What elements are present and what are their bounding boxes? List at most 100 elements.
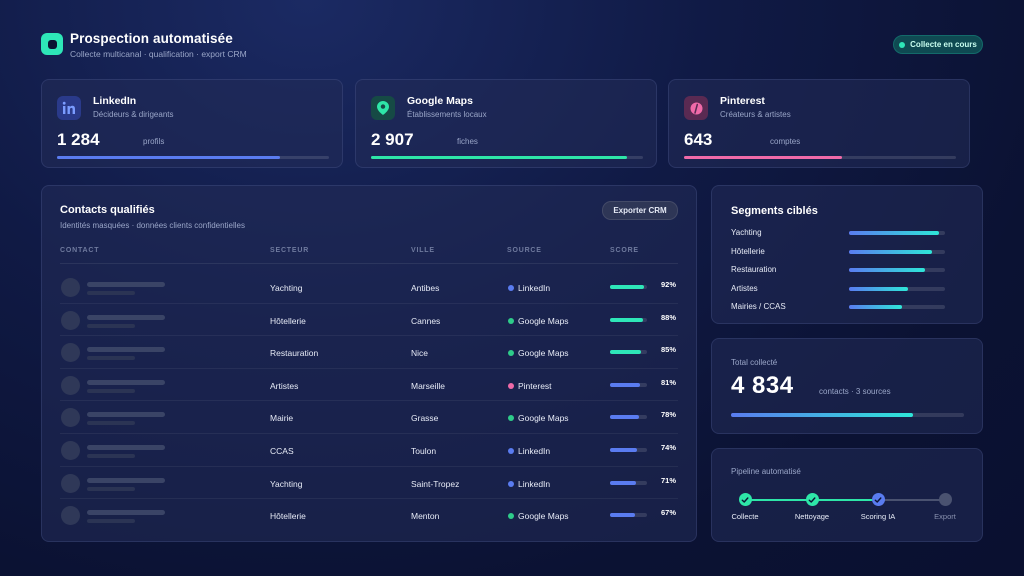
status-dot-icon [899,41,906,48]
masked-detail [87,454,135,458]
score-bar [610,513,647,518]
table-row[interactable]: Mairie Grasse Google Maps 78% [60,401,678,434]
column-header-score[interactable]: SCORE [610,247,639,254]
cell-city: Marseille [411,380,446,391]
table-header-divider [60,263,678,264]
pipeline-connector [812,499,878,501]
cell-score: 88% [661,312,677,322]
total-value: 4 834 [731,372,794,399]
total-label: Total collecté [731,358,778,367]
source-card-google-maps[interactable]: Google Maps Établissements locaux 2 907 … [355,79,657,168]
column-header-city[interactable]: VILLE [411,247,435,254]
cell-city: Toulon [411,446,437,456]
contacts-panel: Contacts qualifiés Identités masquées · … [41,185,697,542]
page-subtitle: Collecte multicanal · qualification · ex… [70,49,247,59]
pipeline-connector [745,499,812,501]
cell-sector: Hôtellerie [270,511,306,522]
cell-sector: Yachting [270,283,303,293]
cell-city: Menton [411,511,440,522]
source-count: 1 284 [57,130,100,149]
avatar [61,375,80,395]
source-name: LinkedIn [93,95,137,107]
score-bar [610,415,647,420]
masked-detail [87,486,135,491]
segment-label: Mairies / CCAS [731,302,786,312]
avatar [61,343,80,363]
cell-city: Cannes [411,315,441,326]
table-row[interactable]: Restauration Nice Google Maps 85% [60,336,678,369]
source-card-pinterest[interactable]: Pinterest Créateurs & artistes 643 compt… [668,79,970,168]
column-header-source[interactable]: SOURCE [507,247,542,254]
table-row[interactable]: Yachting Saint-Tropez LinkedIn 71% [60,467,678,500]
avatar [61,310,80,330]
export-crm-button[interactable]: Exporter CRM [602,201,678,220]
total-progress-bar [731,413,964,417]
source-progress-bar [371,156,643,159]
masked-name [87,347,165,353]
cell-score: 74% [661,443,677,452]
source-desc: Établissements locaux [407,110,487,119]
score-bar [610,317,647,322]
column-header-contact[interactable]: CONTACT [60,247,100,254]
cell-source: LinkedIn [518,478,551,489]
segment-label: Restauration [731,265,777,275]
masked-detail [87,388,135,393]
table-row[interactable]: Artistes Marseille Pinterest 81% [60,369,678,402]
cell-city: Antibes [411,283,440,293]
pipeline-connector [878,499,945,501]
avatar [61,506,80,526]
cell-source: Pinterest [518,380,552,391]
cell-score: 78% [661,410,677,420]
masked-name [87,477,165,483]
cell-score: 71% [661,475,677,485]
segment-bar [849,286,945,291]
masked-name [87,314,165,320]
pipeline-step-label: Scoring IA [860,512,896,521]
segments-title: Segments ciblés [731,205,818,217]
score-bar [610,382,647,387]
source-unit: fiches [457,137,478,146]
cell-score: 81% [661,377,677,387]
segments-panel: Segments ciblés Yachting Hôtellerie Restau… [711,185,983,324]
masked-name [87,379,165,385]
segment-bar [849,268,945,273]
check-icon [805,493,819,506]
cell-city: Grasse [411,413,439,424]
total-unit: contacts · 3 sources [819,387,891,396]
source-desc: Créateurs & artistes [720,110,791,119]
source-count: 2 907 [371,130,414,149]
source-dot-icon [508,480,514,487]
segment-label: Artistes [731,283,758,293]
score-bar [610,448,647,452]
source-dot-icon [508,415,514,422]
cell-sector: Artistes [270,380,299,391]
pipeline-panel: Pipeline automatisé Collecte Nettoyage Sco… [711,448,983,542]
pipeline-title: Pipeline automatisé [731,467,801,476]
cell-sector: Restauration [270,348,319,359]
table-row[interactable]: Hôtellerie Menton Google Maps 67% [60,499,678,532]
cell-city: Saint-Tropez [411,478,460,489]
cell-score: 92% [661,280,677,289]
source-dot-icon [508,350,514,357]
score-bar [610,285,647,289]
pinterest-icon [684,96,708,120]
segment-label: Yachting [731,228,762,237]
app-logo-icon [41,33,63,55]
check-icon [738,493,752,506]
source-unit: comptes [770,137,801,146]
table-row[interactable]: Hôtellerie Cannes Google Maps 88% [60,304,678,337]
status-badge: Collecte en cours [893,35,983,54]
source-progress-bar [57,156,329,159]
segment-bar [849,249,945,254]
source-card-linkedin[interactable]: LinkedIn Décideurs & dirigeants 1 284 pr… [41,79,343,168]
contacts-subtitle: Identités masquées · données clients con… [60,221,245,230]
avatar [61,408,80,428]
column-header-sector[interactable]: SECTEUR [270,247,310,254]
masked-detail [87,421,135,426]
cell-source: LinkedIn [518,446,551,456]
pending-step-icon [938,493,952,506]
segment-bar [849,231,945,235]
table-row[interactable]: CCAS Toulon LinkedIn 74% [60,434,678,467]
table-row[interactable]: Yachting Antibes LinkedIn 92% [60,271,678,304]
cell-sector: Yachting [270,478,303,489]
